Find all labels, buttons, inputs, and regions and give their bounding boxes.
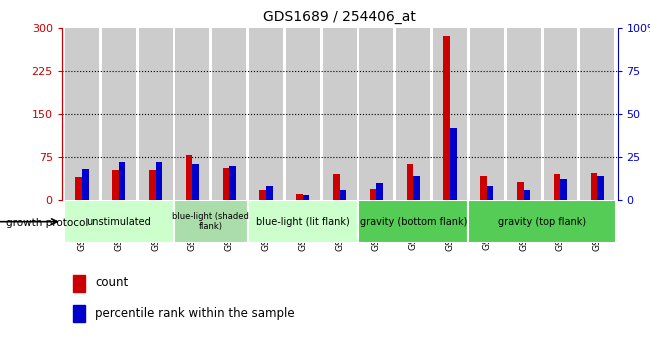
Bar bbox=[192, 164, 199, 200]
Text: gravity (top flank): gravity (top flank) bbox=[498, 217, 586, 227]
Bar bbox=[597, 176, 604, 200]
Text: unstimulated: unstimulated bbox=[86, 217, 151, 227]
Text: growth protocol: growth protocol bbox=[6, 218, 89, 227]
Bar bbox=[64, 200, 174, 243]
Bar bbox=[591, 172, 597, 200]
Bar bbox=[560, 179, 567, 200]
Bar bbox=[138, 28, 172, 200]
Bar bbox=[65, 28, 99, 200]
Bar bbox=[73, 305, 84, 322]
Bar bbox=[407, 165, 413, 200]
Bar bbox=[413, 176, 420, 200]
Bar bbox=[259, 190, 266, 200]
Bar bbox=[322, 28, 357, 200]
Bar bbox=[480, 176, 487, 200]
Bar bbox=[186, 155, 192, 200]
Bar bbox=[396, 28, 430, 200]
Bar bbox=[82, 169, 88, 200]
Bar bbox=[149, 170, 155, 200]
Bar bbox=[213, 28, 246, 200]
Bar bbox=[119, 162, 125, 200]
Bar bbox=[507, 28, 541, 200]
Bar bbox=[174, 200, 248, 243]
Bar bbox=[222, 168, 229, 200]
Bar bbox=[524, 190, 530, 200]
Bar bbox=[433, 28, 467, 200]
Bar bbox=[303, 195, 309, 200]
Bar bbox=[229, 166, 236, 200]
Bar bbox=[443, 36, 450, 200]
Bar bbox=[339, 190, 346, 200]
Bar bbox=[469, 200, 616, 243]
Title: GDS1689 / 254406_at: GDS1689 / 254406_at bbox=[263, 10, 416, 24]
Bar bbox=[155, 162, 162, 200]
Bar bbox=[75, 177, 82, 200]
Bar bbox=[333, 174, 339, 200]
Bar bbox=[266, 186, 272, 200]
Bar bbox=[73, 275, 84, 292]
Bar bbox=[487, 186, 493, 200]
Bar bbox=[470, 28, 504, 200]
Bar bbox=[102, 28, 136, 200]
Bar bbox=[554, 174, 560, 200]
Bar bbox=[286, 28, 320, 200]
Bar bbox=[359, 28, 393, 200]
Bar bbox=[450, 128, 457, 200]
Text: count: count bbox=[95, 276, 128, 289]
Text: blue-light (shaded
flank): blue-light (shaded flank) bbox=[172, 212, 249, 231]
Bar bbox=[249, 28, 283, 200]
Bar bbox=[517, 182, 524, 200]
Bar bbox=[580, 28, 614, 200]
Text: percentile rank within the sample: percentile rank within the sample bbox=[95, 307, 294, 320]
Bar bbox=[370, 189, 376, 200]
Bar bbox=[358, 200, 469, 243]
Bar bbox=[112, 170, 119, 200]
Bar bbox=[376, 183, 383, 200]
Bar bbox=[176, 28, 209, 200]
Text: gravity (bottom flank): gravity (bottom flank) bbox=[359, 217, 467, 227]
Bar bbox=[248, 200, 358, 243]
Text: blue-light (lit flank): blue-light (lit flank) bbox=[256, 217, 350, 227]
Bar bbox=[543, 28, 577, 200]
Bar bbox=[296, 194, 303, 200]
